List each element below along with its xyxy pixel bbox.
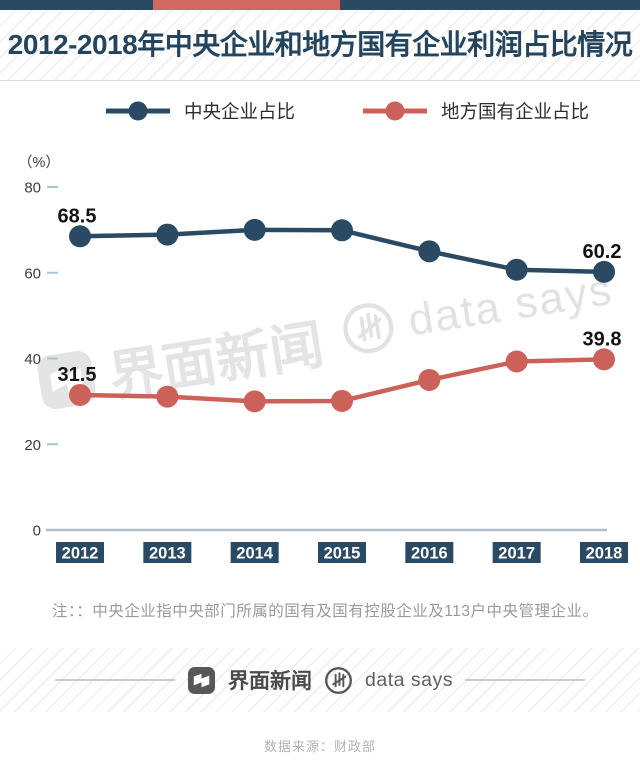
data-source: 数据来源：财政部: [263, 739, 376, 754]
y-tick-label: 20: [24, 437, 41, 454]
footer-brand-band: 界面新闻 data says: [0, 648, 640, 712]
data-point-1-2018: [592, 348, 615, 371]
top-color-bar-accent: [153, 0, 340, 10]
data-point-1-2015: [330, 389, 353, 412]
x-axis-label-box: [405, 542, 454, 563]
data-label-start-0: 68.5: [58, 205, 97, 227]
data-point-0-2018: [592, 260, 615, 283]
legend-item-central: 中央企业占比: [105, 98, 295, 124]
y-tick-label: 80: [24, 180, 41, 197]
x-axis-label: 2017: [498, 545, 535, 563]
x-axis-label: 2014: [236, 545, 274, 563]
legend-label-local: 地方国有企业占比: [441, 101, 590, 122]
x-axis-label: 2016: [411, 545, 448, 563]
y-tick-label: 40: [24, 351, 41, 368]
x-axis-label: 2012: [62, 545, 99, 563]
data-point-1-2012: [69, 383, 91, 406]
header: 2012-2018年中央企业和地方国有企业利润占比情况: [0, 10, 640, 81]
jiemian-logo-icon: [187, 666, 216, 694]
data-point-1-2017: [505, 350, 528, 373]
x-axis-label-box: [492, 542, 541, 563]
footer-jiemian-label: 界面新闻: [228, 670, 313, 693]
datasays-logo-icon: [325, 666, 352, 694]
data-point-0-2015: [330, 219, 353, 242]
y-axis-unit-label: （%）: [18, 154, 60, 171]
top-color-bar: [0, 0, 640, 10]
legend-label-central: 中央企业占比: [184, 101, 296, 122]
data-label-end-0: 60.2: [583, 241, 622, 263]
legend-marker-central-icon: [106, 101, 170, 121]
x-axis-label-box: [56, 542, 104, 563]
x-axis-label: 2013: [149, 545, 186, 563]
footer-datasays-label: data says: [365, 668, 453, 691]
footnote: 注：：中央企业指中央部门所属的国有及国有控股企业及113户中央管理企业。: [52, 603, 599, 620]
data-point-1-2014: [243, 390, 266, 413]
legend-item-local: 地方国有企业占比: [362, 98, 589, 124]
x-axis-label-box: [143, 542, 192, 563]
profit-share-line-chart: （%） 0 20 40 60 80 68.5 60.2 31.5 39.8 2012 2013 2014…: [18, 154, 628, 563]
x-axis-label-box: [230, 542, 279, 563]
data-point-1-2013: [156, 385, 179, 408]
data-point-0-2016: [418, 240, 441, 263]
y-tick-label: 60: [24, 265, 41, 282]
data-point-0-2012: [69, 225, 91, 248]
legend-marker-local-icon: [363, 101, 427, 121]
x-axis-label: 2015: [324, 545, 361, 563]
x-axis-label-box: [317, 542, 366, 563]
x-axis-label-box: [579, 542, 628, 563]
x-axis-label: 2018: [586, 545, 623, 563]
data-point-0-2013: [156, 223, 179, 246]
footer-left-rule: [55, 679, 176, 681]
footer-right-rule: [464, 679, 585, 681]
page-title: 2012-2018年中央企业和地方国有企业利润占比情况: [7, 29, 633, 60]
data-label-end-1: 39.8: [583, 328, 622, 350]
data-point-0-2014: [243, 218, 266, 241]
data-label-start-1: 31.5: [58, 364, 97, 386]
data-point-1-2016: [418, 368, 441, 391]
data-point-0-2017: [505, 258, 528, 281]
y-tick-label: 0: [33, 523, 41, 540]
